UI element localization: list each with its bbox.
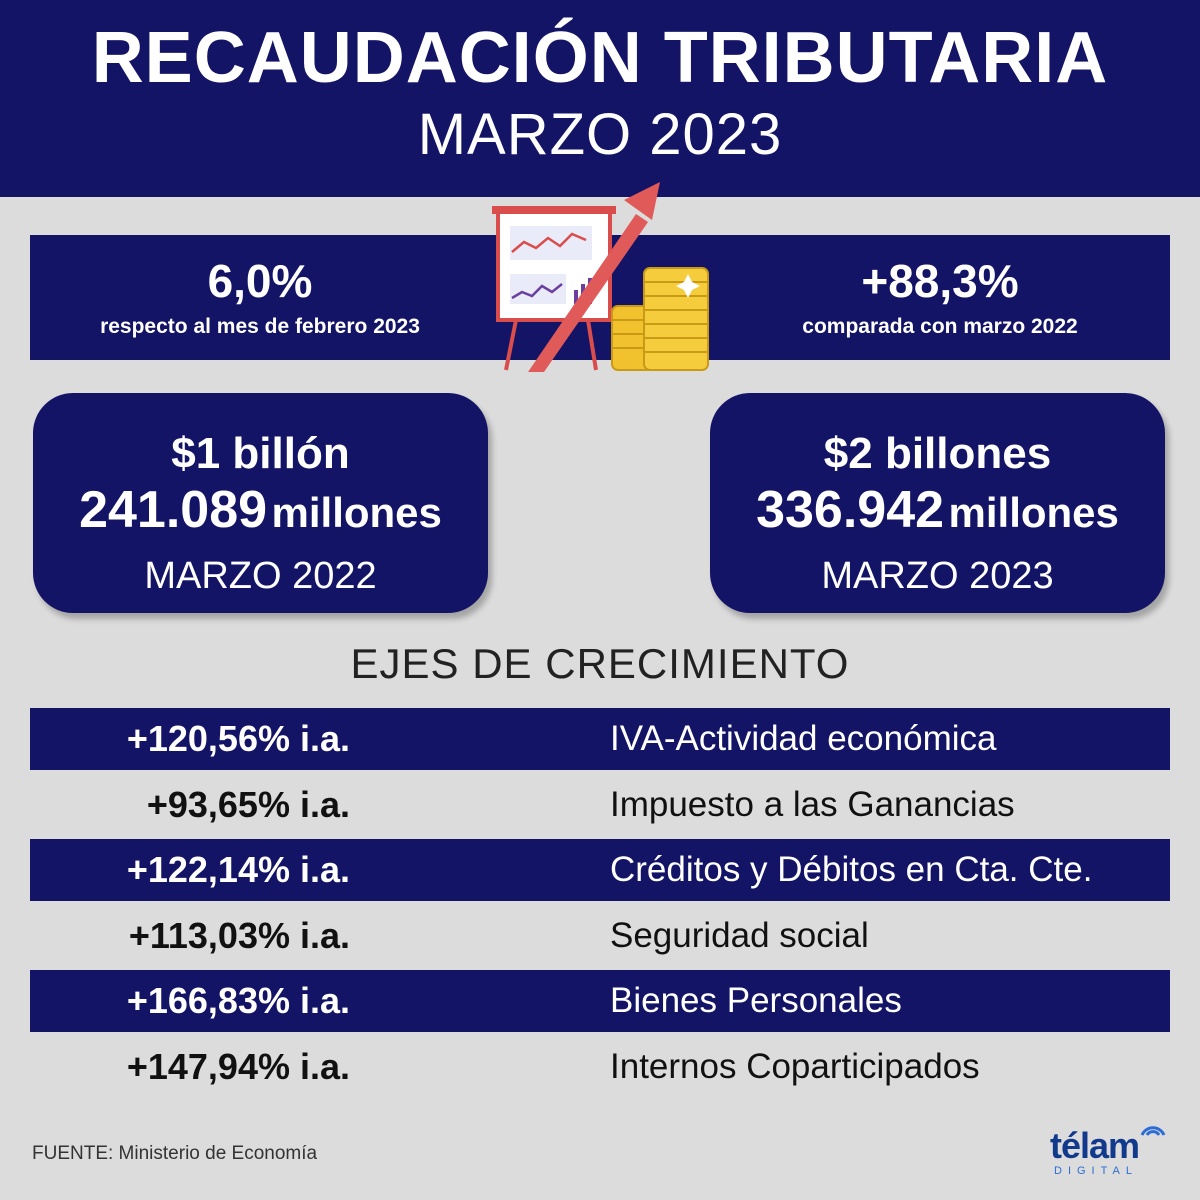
growth-row: +120,56% i.a. IVA-Actividad económica: [30, 708, 1170, 770]
growth-row: +113,03% i.a. Seguridad social: [30, 901, 1170, 970]
growth-row-pct: +147,94% i.a.: [126, 1045, 350, 1087]
stat-monthly: 6,0% respecto al mes de febrero 2023: [45, 235, 475, 339]
stat-monthly-value: 6,0%: [207, 255, 313, 307]
total-2023-amount: 336.942 millones: [710, 481, 1165, 552]
page-title: RECAUDACIÓN TRIBUTARIA: [91, 18, 1109, 98]
growth-row-pct: +122,14% i.a.: [126, 849, 350, 890]
growth-row-pct: +93,65% i.a.: [146, 783, 350, 825]
growth-row: +147,94% i.a. Internos Coparticipados: [30, 1032, 1170, 1101]
growth-section-title: EJES DE CRECIMIENTO: [350, 640, 850, 687]
total-2022-period: MARZO 2022: [144, 555, 377, 597]
total-2022-number: 241.089: [79, 481, 268, 539]
easel-icon: [492, 206, 616, 371]
growth-row: +122,14% i.a. Créditos y Débitos en Cta.…: [30, 839, 1170, 901]
total-2022-unit: millones: [271, 489, 442, 536]
growth-chart-coins-illustration: [492, 182, 709, 372]
telam-logo: télam DIGITAL: [1050, 1125, 1170, 1185]
total-card-2023: $2 billones 336.942 millones MARZO 2023: [710, 393, 1165, 613]
growth-list: +120,56% i.a. IVA-Actividad económica +9…: [30, 708, 1170, 1101]
total-2023-unit: millones: [948, 489, 1119, 536]
stat-yearly-caption: comparada con marzo 2022: [802, 315, 1078, 338]
telam-logo-sub: DIGITAL: [1054, 1165, 1138, 1177]
total-2022-line1: $1 billón: [171, 429, 350, 478]
header-banner: RECAUDACIÓN TRIBUTARIA MARZO 2023: [0, 0, 1200, 197]
arrow-up-icon: [528, 182, 660, 372]
signal-icon: [1140, 1126, 1166, 1136]
growth-row-pct: +113,03% i.a.: [128, 914, 350, 956]
stat-yearly-value: +88,3%: [861, 255, 1019, 307]
total-2023-period: MARZO 2023: [821, 555, 1054, 597]
growth-row-label: IVA-Actividad económica: [610, 719, 997, 758]
total-2023-line1: $2 billones: [823, 429, 1052, 478]
page-subtitle: MARZO 2023: [417, 102, 783, 167]
total-2023-number: 336.942: [756, 481, 945, 539]
growth-row-pct: +120,56% i.a.: [126, 718, 350, 759]
total-2022-amount: 241.089 millones: [33, 481, 488, 552]
growth-row-label: Créditos y Débitos en Cta. Cte.: [610, 850, 1093, 889]
telam-logo-word: télam: [1050, 1125, 1140, 1166]
stat-monthly-caption: respecto al mes de febrero 2023: [100, 315, 420, 338]
source-note: FUENTE: Ministerio de Economía: [32, 1143, 318, 1164]
growth-row: +93,65% i.a. Impuesto a las Ganancias: [30, 770, 1170, 839]
growth-row-label: Seguridad social: [610, 915, 869, 955]
growth-row-label: Internos Coparticipados: [610, 1046, 980, 1086]
growth-row-label: Bienes Personales: [610, 981, 902, 1020]
growth-row-pct: +166,83% i.a.: [126, 980, 350, 1021]
coins-icon: [611, 267, 709, 371]
growth-row-label: Impuesto a las Ganancias: [610, 784, 1015, 824]
growth-row: +166,83% i.a. Bienes Personales: [30, 970, 1170, 1032]
total-card-2022: $1 billón 241.089 millones MARZO 2022: [33, 393, 488, 613]
stat-yearly: +88,3% comparada con marzo 2022: [725, 235, 1155, 339]
